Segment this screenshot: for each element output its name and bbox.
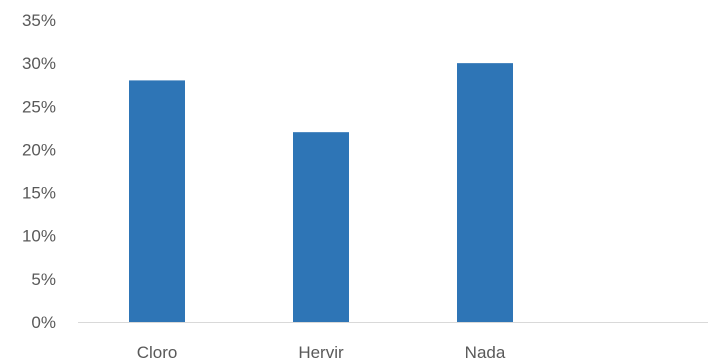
bar-cloro: [129, 80, 185, 323]
x-category-label: Nada: [465, 343, 506, 362]
bar-hervir: [293, 132, 349, 322]
bars: [129, 63, 513, 323]
y-tick-label: 15%: [22, 184, 56, 203]
x-category-label: Cloro: [137, 343, 178, 362]
y-tick-label: 30%: [22, 54, 56, 73]
y-tick-label: 35%: [22, 11, 56, 30]
y-tick-label: 25%: [22, 97, 56, 116]
bar-nada: [457, 63, 513, 323]
y-axis-tick-labels: 0% 5% 10% 15% 20% 25% 30% 35%: [22, 11, 56, 332]
x-axis-category-labels: Cloro Hervir Nada: [137, 343, 506, 362]
x-category-label: Hervir: [298, 343, 344, 362]
y-tick-label: 5%: [31, 270, 56, 289]
y-tick-label: 20%: [22, 140, 56, 159]
y-tick-label: 0%: [31, 313, 56, 332]
y-tick-label: 10%: [22, 227, 56, 246]
